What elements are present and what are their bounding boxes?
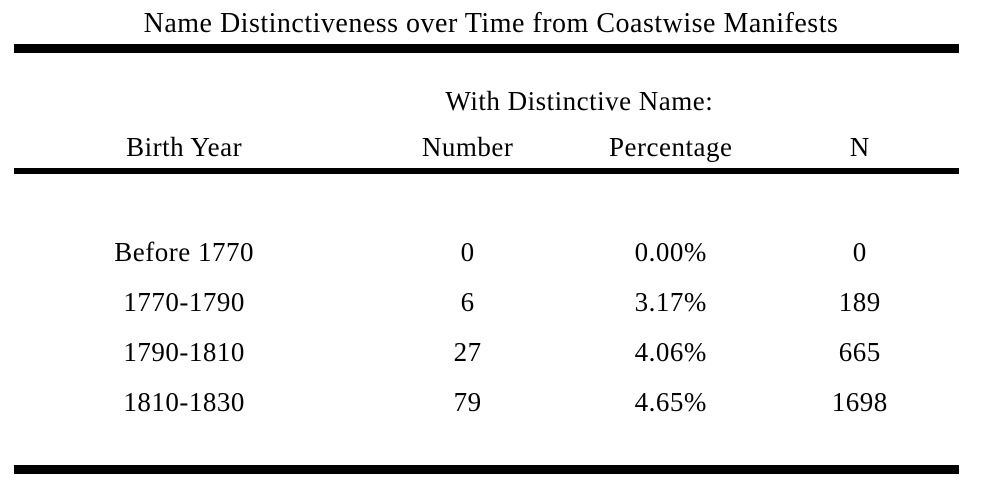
cell-n: 189	[838, 287, 881, 317]
column-header-n: N	[849, 132, 870, 162]
cell-birth-year: 1810-1830	[123, 387, 245, 417]
cell-percentage: 0.00%	[634, 237, 707, 267]
cell-n: 665	[838, 337, 881, 367]
column-header-percentage: Percentage	[609, 132, 733, 162]
cell-number: 79	[453, 387, 482, 417]
table-row: 1790-1810 27 4.06% 665	[14, 327, 959, 377]
cell-n: 1698	[831, 387, 888, 417]
cell-percentage: 4.06%	[634, 337, 707, 367]
group-header-spacer-right	[761, 87, 959, 115]
cell-percentage: 3.17%	[634, 287, 707, 317]
cell-number: 0	[460, 237, 475, 267]
group-header-label: With Distinctive Name:	[445, 86, 714, 116]
cell-birth-year: Before 1770	[114, 237, 254, 267]
table-row: Before 1770 0 0.00% 0	[14, 227, 959, 277]
table-row: 1770-1790 6 3.17% 189	[14, 277, 959, 327]
cell-birth-year: 1790-1810	[123, 337, 245, 367]
header-rule	[14, 168, 959, 174]
cell-number: 6	[460, 287, 475, 317]
cell-n: 0	[852, 237, 867, 267]
top-rule	[14, 44, 959, 53]
group-header-row: With Distinctive Name:	[14, 87, 959, 115]
group-header-spacer-left	[14, 87, 354, 115]
bottom-rule	[14, 465, 959, 474]
table-body: Before 1770 0 0.00% 0 1770-1790 6 3.17% …	[14, 227, 959, 427]
column-header-row: Birth Year Number Percentage N	[14, 133, 959, 161]
table-row: 1810-1830 79 4.65% 1698	[14, 377, 959, 427]
table-header-block: With Distinctive Name: Birth Year Number…	[14, 87, 959, 161]
cell-number: 27	[453, 337, 482, 367]
table-title: Name Distinctiveness over Time from Coas…	[143, 8, 839, 39]
cell-percentage: 4.65%	[634, 387, 707, 417]
column-header-number: Number	[421, 132, 514, 162]
column-header-birth-year: Birth Year	[126, 132, 243, 162]
group-header-cell: With Distinctive Name:	[354, 87, 760, 115]
cell-birth-year: 1770-1790	[123, 287, 245, 317]
